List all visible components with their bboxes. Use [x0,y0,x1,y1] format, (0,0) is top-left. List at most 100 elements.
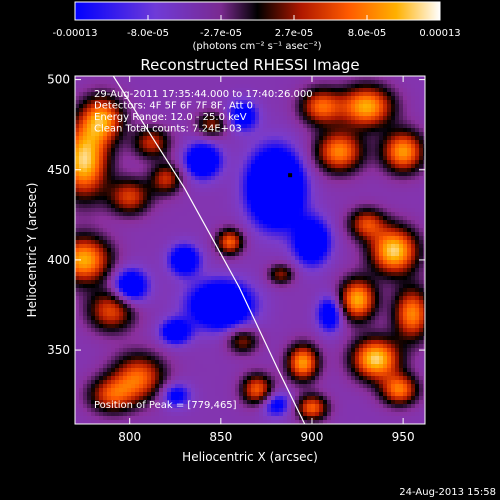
heatmap-cell [311,144,316,149]
heatmap-cell [195,84,200,89]
heatmap-cell [147,252,152,257]
heatmap-cell [335,200,340,205]
heatmap-cell [323,180,328,185]
heatmap-cell [195,244,200,249]
heatmap-cell [423,88,425,93]
heatmap-cell [411,240,416,245]
heatmap-cell [315,272,320,277]
heatmap-cell [191,172,196,177]
heatmap-cell [255,260,260,265]
heatmap-cell [187,120,192,125]
heatmap-cell [355,100,360,105]
heatmap-cell [267,132,272,137]
heatmap-cell [139,244,144,249]
heatmap-cell [399,188,404,193]
heatmap-cell [311,276,316,281]
heatmap-cell [171,296,176,301]
heatmap-cell [135,148,140,153]
heatmap-cell [99,220,104,225]
heatmap-cell [199,188,204,193]
heatmap-cell [339,96,344,101]
heatmap-cell [87,292,92,297]
heatmap-cell [95,176,100,181]
heatmap-cell [275,140,280,145]
heatmap-cell [379,184,384,189]
heatmap-cell [259,236,264,241]
heatmap-cell [347,148,352,153]
heatmap-cell [395,156,400,161]
heatmap-cell [143,296,148,301]
heatmap-cell [227,172,232,177]
heatmap-cell [239,272,244,277]
heatmap-cell [175,128,180,133]
heatmap-cell [383,272,388,277]
heatmap-cell [311,188,316,193]
heatmap-cell [99,152,104,157]
heatmap-cell [127,252,132,257]
heatmap-cell [103,172,108,177]
heatmap-cell [131,296,136,301]
heatmap-cell [275,136,280,141]
heatmap-cell [323,140,328,145]
heatmap-cell [179,88,184,93]
heatmap-cell [251,296,256,301]
heatmap-cell [263,292,268,297]
heatmap-cell [347,192,352,197]
heatmap-cell [259,152,264,157]
heatmap-cell [419,204,424,209]
heatmap-cell [119,244,124,249]
heatmap-cell [327,232,332,237]
heatmap-cell [283,184,288,189]
heatmap-cell [139,292,144,297]
heatmap-cell [291,296,296,301]
heatmap-cell [407,100,412,105]
heatmap-cell [195,192,200,197]
heatmap-cell [311,236,316,241]
heatmap-cell [119,232,124,237]
heatmap-cell [423,144,425,149]
heatmap-cell [303,136,308,141]
heatmap-cell [423,284,425,289]
heatmap-cell [183,172,188,177]
heatmap-cell [403,224,408,229]
heatmap-cell [191,228,196,233]
heatmap-cell [127,272,132,277]
heatmap-cell [231,120,236,125]
heatmap-cell [187,284,192,289]
heatmap-cell [363,140,368,145]
heatmap-cell [339,84,344,89]
heatmap-cell [243,216,248,221]
heatmap-cell [223,248,228,253]
heatmap-cell [407,204,412,209]
heatmap-cell [283,144,288,149]
heatmap-cell [307,280,312,285]
heatmap-cell [187,132,192,137]
heatmap-cell [131,172,136,177]
heatmap-cell [119,176,124,181]
heatmap-cell [95,256,100,261]
heatmap-cell [163,284,168,289]
heatmap-cell [171,260,176,265]
heatmap-cell [247,128,252,133]
heatmap-cell [375,220,380,225]
heatmap-cell [167,168,172,173]
heatmap-cell [295,196,300,201]
heatmap-cell [355,188,360,193]
heatmap-cell [243,280,248,285]
heatmap-cell [335,84,340,89]
heatmap-cell [191,240,196,245]
heatmap-cell [87,124,92,129]
heatmap-cell [199,108,204,113]
heatmap-cell [355,280,360,285]
heatmap-cell [391,76,396,81]
heatmap-cell [203,192,208,197]
heatmap-cell [339,220,344,225]
heatmap-cell [215,228,220,233]
heatmap-cell [135,224,140,229]
heatmap-cell [295,204,300,209]
heatmap-cell [243,232,248,237]
heatmap-cell [247,108,252,113]
heatmap-cell [143,120,148,125]
heatmap-cell [183,264,188,269]
heatmap-cell [247,92,252,97]
